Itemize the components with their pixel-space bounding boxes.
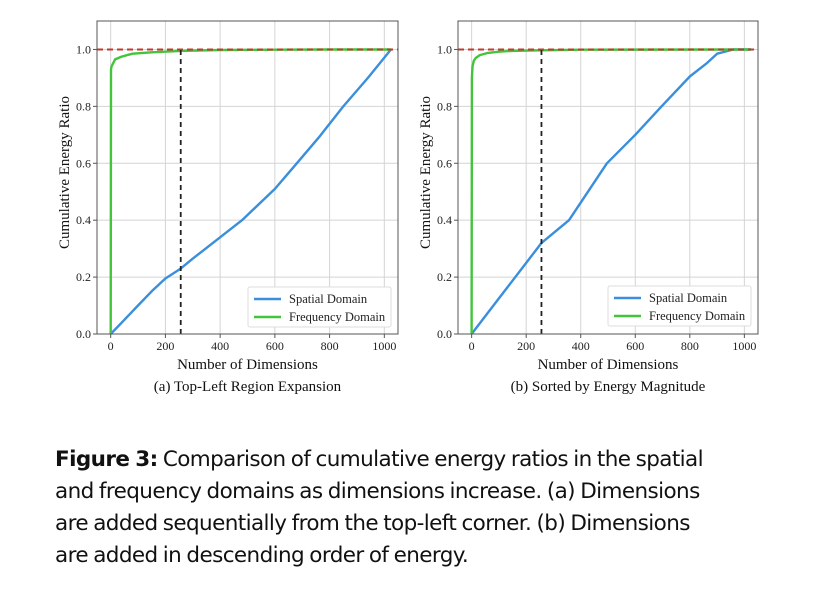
y-axis-label: Cumulative Energy Ratio: [418, 96, 434, 249]
axes-frame: [457, 20, 759, 335]
y-tick-label: 1.0: [437, 42, 452, 56]
y-tick-label: 0.6: [437, 156, 452, 170]
y-tick-label: 1.0: [76, 42, 91, 56]
x-tick-label: 200: [517, 339, 535, 353]
x-tick-label: 800: [681, 339, 699, 353]
y-tick-label: 0.2: [76, 270, 91, 284]
x-tick-label: 400: [211, 339, 229, 353]
legend-label: Frequency Domain: [289, 310, 386, 324]
x-tick-label: 200: [156, 339, 174, 353]
chart-panel-b: 0 200 400 600 800 1000 0.0 0.2 0.4 0.6 0.8 1.0 Numbe…: [418, 20, 759, 395]
x-tick-label: 400: [572, 339, 590, 353]
caption-line-1: Figure 3: Comparison of cumulative energ…: [55, 444, 775, 476]
caption-line-2: and frequency domains as dimensions incr…: [55, 479, 700, 504]
legend-label: Spatial Domain: [289, 292, 368, 306]
figure: 0 200 400 600 800 1000 0.0 0.2 0.4 0.6 0.8 1.0 Numbe…: [57, 20, 759, 395]
y-tick-label: 0.8: [437, 99, 452, 113]
x-axis-label: Number of Dimensions: [177, 357, 318, 373]
x-tick-label: 600: [266, 339, 284, 353]
legend-label: Spatial Domain: [649, 291, 728, 305]
legend-box: [247, 286, 392, 328]
figure-caption: Figure 3: Comparison of cumulative energ…: [55, 444, 775, 572]
caption-line-4: are added in descending order of energy.: [55, 543, 469, 568]
caption-text: Comparison of cumulative energy ratios i…: [157, 447, 704, 472]
x-tick-label: 0: [469, 339, 475, 353]
panel-label: (a) Top-Left Region Expansion: [154, 379, 342, 395]
panel-label: (b) Sorted by Energy Magnitude: [511, 379, 706, 395]
y-tick-label: 0.4: [76, 213, 91, 227]
legend-box: [607, 285, 752, 327]
legend-label: Frequency Domain: [649, 309, 746, 323]
caption-label: Figure 3:: [55, 447, 158, 472]
legend: Spatial Domain Frequency Domain: [247, 286, 392, 328]
legend: Spatial Domain Frequency Domain: [607, 285, 752, 327]
plot-area: [458, 21, 758, 334]
y-axis-label: Cumulative Energy Ratio: [57, 96, 73, 249]
x-tick-label: 600: [626, 339, 644, 353]
plot-area: [97, 21, 398, 334]
series-line-frequency-domain: [109, 48, 391, 335]
y-tick-label: 0.4: [437, 213, 452, 227]
caption-line-3: are added sequentially from the top-left…: [55, 511, 690, 536]
axes-frame: [96, 20, 399, 335]
y-tick-label: 0.0: [437, 327, 452, 341]
x-tick-label: 1000: [372, 339, 396, 353]
x-tick-label: 0: [108, 339, 114, 353]
y-tick-label: 0.8: [76, 99, 91, 113]
series-line-spatial-domain: [470, 48, 751, 335]
x-axis-label: Number of Dimensions: [538, 357, 679, 373]
x-tick-label: 800: [321, 339, 339, 353]
x-tick-label: 1000: [732, 339, 756, 353]
series-line-spatial-domain: [109, 48, 392, 335]
y-tick-label: 0.2: [437, 270, 452, 284]
y-tick-label: 0.0: [76, 327, 91, 341]
chart-panel-a: 0 200 400 600 800 1000 0.0 0.2 0.4 0.6 0.8 1.0 Numbe…: [57, 20, 399, 395]
y-tick-label: 0.6: [76, 156, 91, 170]
